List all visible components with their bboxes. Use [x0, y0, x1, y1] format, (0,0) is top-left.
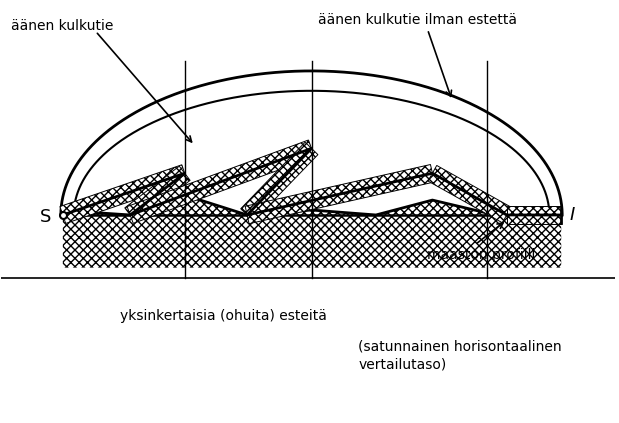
Text: maaston profiili: maaston profiili: [428, 248, 536, 262]
Polygon shape: [60, 165, 188, 223]
Text: äänen kulkutie: äänen kulkutie: [11, 19, 114, 33]
Text: (satunnainen horisontaalinen: (satunnainen horisontaalinen: [358, 339, 561, 353]
Polygon shape: [245, 165, 435, 224]
Text: äänen kulkutie ilman estettä: äänen kulkutie ilman estettä: [318, 13, 517, 27]
Polygon shape: [507, 206, 561, 224]
Polygon shape: [127, 140, 314, 223]
Polygon shape: [428, 165, 511, 223]
Text: S: S: [40, 208, 51, 226]
Text: yksinkertaisia (ohuita) esteitä: yksinkertaisia (ohuita) esteitä: [120, 309, 327, 323]
Text: I: I: [569, 206, 574, 224]
Polygon shape: [125, 166, 190, 222]
Polygon shape: [241, 142, 318, 221]
Text: vertailutaso): vertailutaso): [358, 357, 446, 371]
Polygon shape: [63, 195, 561, 268]
